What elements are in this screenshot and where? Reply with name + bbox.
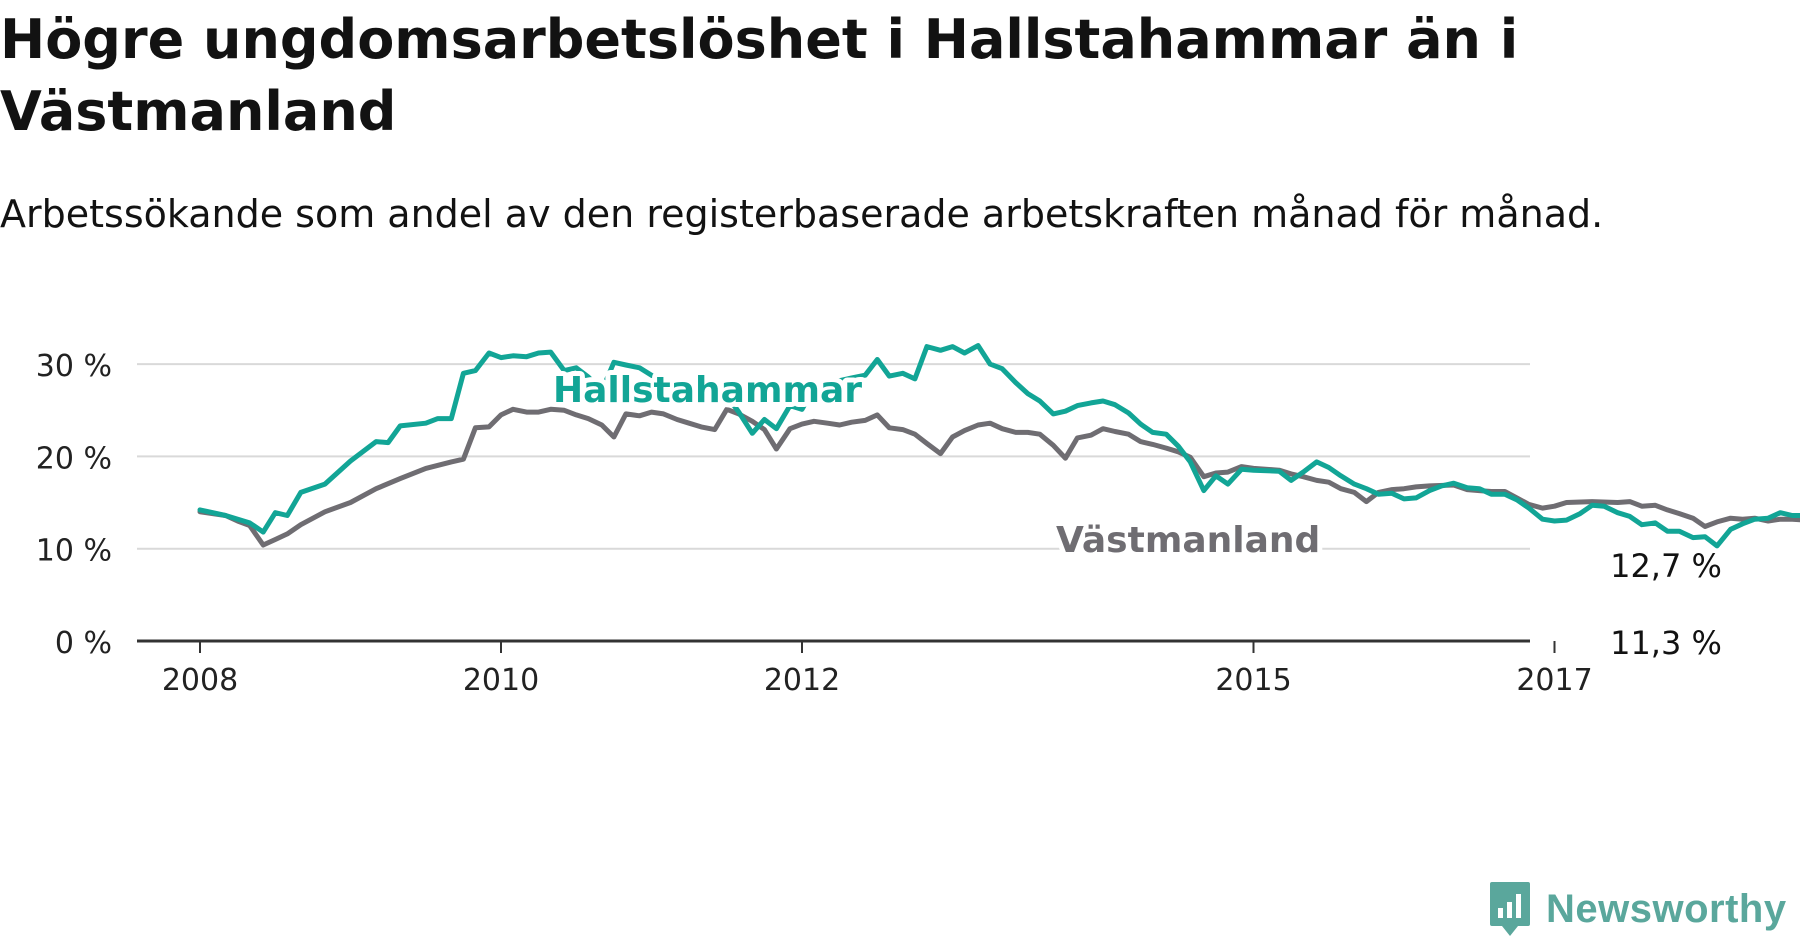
y-tick-label: 30 % — [36, 349, 112, 384]
x-tick-label: 2017 — [1516, 663, 1592, 698]
y-axis-labels: 0 % 10 % 20 % 30 % — [36, 349, 112, 661]
series-label-vastmanland: Västmanland — [1056, 520, 1320, 561]
newsworthy-chart-icon — [1490, 882, 1530, 936]
end-label-hallstahammar: 12,7 % — [1610, 547, 1722, 585]
x-tick-label: 2010 — [463, 663, 539, 698]
series-lines — [197, 343, 1800, 549]
chart-title: Högre ungdomsarbetslöshet i Hallstahamma… — [0, 8, 1519, 143]
series-label-hallstahammar: Hallstahammar — [553, 370, 862, 411]
x-tick-label: 2015 — [1215, 663, 1291, 698]
end-label-vastmanland: 11,3 % — [1610, 624, 1722, 662]
x-tick-label: 2012 — [764, 663, 840, 698]
series-line-hallstahammar — [197, 343, 1800, 549]
newsworthy-logo: Newsworthy — [1488, 880, 1787, 938]
chart-subtitle: Arbetssökande som andel av den registerb… — [0, 192, 1604, 236]
x-tick-label: 2008 — [162, 663, 238, 698]
y-tick-label: 0 % — [55, 626, 112, 661]
series-line-västmanland — [197, 406, 1800, 548]
grid-lines — [137, 363, 1530, 550]
y-tick-label: 20 % — [36, 441, 112, 476]
brand-name: Newsworthy — [1546, 886, 1787, 931]
x-axis: 20082010201220152017202020222024 — [137, 639, 1593, 698]
series-labels: Hallstahammar Västmanland 12,7 % 11,3 % — [548, 365, 1726, 666]
y-tick-label: 10 % — [36, 534, 112, 569]
